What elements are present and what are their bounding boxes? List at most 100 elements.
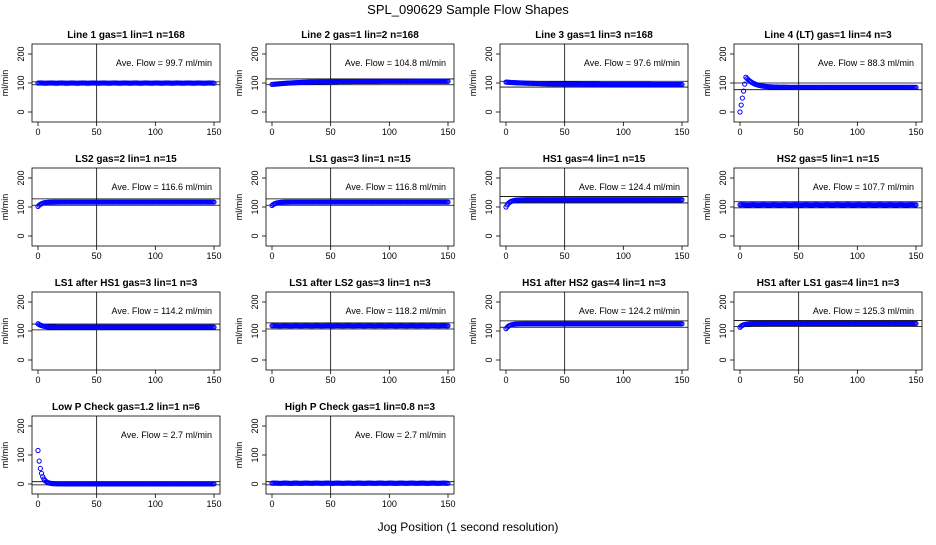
data-point [35,447,41,454]
x-tick-label: 100 [148,499,163,509]
chart-panel-5: LS2 gas=2 lin=1 n=15 0 100 200 ml/min 0 50 100 1… [0,154,222,261]
y-tick-label: 0 [250,109,260,114]
x-tick-label: 50 [92,375,102,385]
y-tick-label: 200 [250,170,260,185]
x-tick-label: 50 [326,251,336,261]
x-tick-label: 0 [737,127,742,137]
x-tick-label: 150 [908,127,923,137]
x-tick-label: 0 [269,375,274,385]
x-tick-label: 0 [737,375,742,385]
y-tick-label: 200 [250,294,260,309]
x-tick-label: 100 [148,375,163,385]
x-tick-label: 150 [206,127,221,137]
y-axis-label: ml/min [702,318,712,345]
average-flow-annotation: Ave. Flow = 124.2 ml/min [579,306,680,316]
plot-frame [733,291,923,371]
chart-panel-7: HS1 gas=4 lin=1 n=15 0 100 200 ml/min 0 50 100 1… [468,154,690,261]
x-tick-label: 0 [35,251,40,261]
y-tick-label: 100 [718,75,728,90]
plot-frame [499,167,689,247]
y-axis-label: ml/min [0,70,10,97]
data-point [737,109,743,115]
chart-panel-14: High P Check gas=1 lin=0.8 n=3 0 100 200 ml/… [234,402,456,509]
x-tick-label: 0 [503,127,508,137]
data-series [503,79,685,88]
average-flow-annotation: Ave. Flow = 99.7 ml/min [116,58,212,68]
y-tick-label: 0 [16,233,26,238]
y-tick-label: 100 [250,75,260,90]
data-point [445,78,451,84]
chart-panel-12: HS1 after LS1 gas=4 lin=1 n=3 0 100 200 ml/m… [702,278,924,385]
panel-title: Low P Check gas=1.2 lin=1 n=6 [52,402,200,413]
average-flow-annotation: Ave. Flow = 124.4 ml/min [579,182,680,192]
y-tick-label: 0 [250,481,260,486]
average-flow-annotation: Ave. Flow = 2.7 ml/min [355,430,446,440]
x-tick-label: 50 [92,127,102,137]
y-tick-label: 100 [16,447,26,462]
y-tick-label: 100 [484,199,494,214]
y-tick-label: 0 [250,233,260,238]
data-series [35,321,217,330]
data-series [269,323,451,329]
y-tick-label: 100 [718,199,728,214]
y-tick-label: 0 [16,481,26,486]
data-point [738,102,744,108]
x-tick-label: 150 [674,375,689,385]
data-point [211,199,217,205]
data-point [740,88,747,94]
chart-panel-6: LS1 gas=3 lin=1 n=15 0 100 200 ml/min 0 50 100 1… [234,154,456,261]
y-tick-label: 100 [718,323,728,338]
x-tick-label: 50 [794,127,804,137]
panels: Line 1 gas=1 lin=1 n=168 0 100 200 ml/min 0 50… [0,30,924,509]
average-flow-annotation: Ave. Flow = 107.7 ml/min [813,182,914,192]
x-tick-label: 0 [35,375,40,385]
average-flow-annotation: Ave. Flow = 2.7 ml/min [121,430,212,440]
plot-frame [499,291,689,371]
data-point [445,323,451,329]
y-tick-label: 100 [484,75,494,90]
chart-panel-11: HS1 after HS2 gas=4 lin=1 n=3 0 100 200 ml/m… [468,278,690,385]
y-tick-label: 100 [250,323,260,338]
y-tick-label: 0 [16,357,26,362]
x-tick-label: 100 [616,127,631,137]
data-point [913,84,919,90]
data-series [269,199,451,209]
x-tick-label: 0 [35,499,40,509]
x-tick-label: 50 [560,375,570,385]
data-point [739,95,745,101]
chart-panel-13: Low P Check gas=1.2 lin=1 n=6 0 100 200 ml/m… [0,402,222,509]
y-axis-label: ml/min [234,318,244,345]
x-tick-label: 100 [850,251,865,261]
x-tick-label: 50 [92,499,102,509]
data-point [36,458,42,464]
y-tick-label: 200 [250,418,260,433]
x-tick-label: 0 [269,499,274,509]
x-tick-label: 50 [92,251,102,261]
average-flow-annotation: Ave. Flow = 116.6 ml/min [112,182,212,192]
average-flow-annotation: Ave. Flow = 97.6 ml/min [584,58,680,68]
chart-panel-3: Line 3 gas=1 lin=3 n=168 0 100 200 ml/min 0 50… [468,30,690,137]
panel-title: HS2 gas=5 lin=1 n=15 [777,154,880,165]
x-tick-label: 0 [35,127,40,137]
y-axis-label: ml/min [702,70,712,97]
y-tick-label: 200 [16,170,26,185]
x-tick-label: 0 [503,251,508,261]
data-point [211,324,217,330]
chart-panel-10: LS1 after LS2 gas=3 lin=1 n=3 0 100 200 ml/m… [234,278,456,385]
data-series [737,320,919,330]
panel-title: LS1 gas=3 lin=1 n=15 [309,154,411,165]
average-flow-annotation: Ave. Flow = 114.2 ml/min [112,306,212,316]
chart-panel-9: LS1 after HS1 gas=3 lin=1 n=3 0 100 200 ml/m… [0,278,222,385]
x-tick-label: 100 [382,127,397,137]
x-tick-label: 150 [908,375,923,385]
y-tick-label: 200 [718,46,728,61]
y-axis-label: ml/min [702,194,712,221]
x-tick-label: 150 [440,127,455,137]
y-tick-label: 100 [250,447,260,462]
y-tick-label: 0 [250,357,260,362]
average-flow-annotation: Ave. Flow = 88.3 ml/min [818,58,914,68]
x-tick-label: 50 [794,375,804,385]
chart-panel-2: Line 2 gas=1 lin=2 n=168 0 100 200 ml/min 0 50… [234,30,456,137]
y-tick-label: 0 [718,109,728,114]
